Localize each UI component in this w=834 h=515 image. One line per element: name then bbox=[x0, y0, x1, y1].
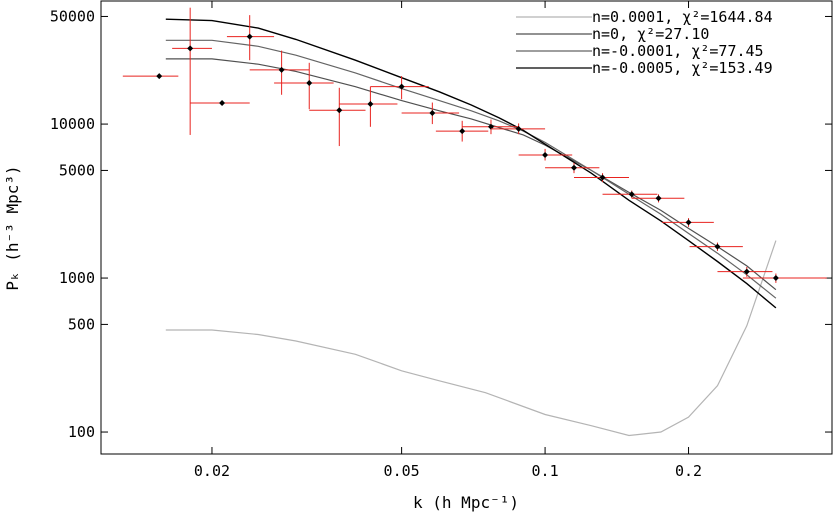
diamond-marker bbox=[487, 123, 494, 130]
diamond-marker bbox=[336, 107, 343, 114]
diamond-marker bbox=[278, 66, 285, 73]
data-point bbox=[662, 218, 714, 227]
x-tick-label: 0.2 bbox=[675, 462, 702, 480]
data-point bbox=[742, 273, 827, 283]
data-point bbox=[401, 102, 460, 125]
data-point bbox=[689, 242, 743, 251]
data-point bbox=[631, 194, 685, 203]
data-point bbox=[490, 123, 546, 135]
diamond-marker bbox=[571, 164, 578, 171]
y-tick-label: 5000 bbox=[59, 161, 95, 179]
diamond-marker bbox=[398, 83, 405, 90]
y-tick-label: 500 bbox=[68, 315, 95, 333]
legend-entry: n=0.0001, χ²=1644.84 bbox=[592, 8, 773, 26]
data-point bbox=[602, 190, 658, 199]
data-point bbox=[370, 76, 429, 100]
model-curves bbox=[165, 18, 777, 437]
x-tick-label: 0.05 bbox=[384, 462, 420, 480]
x-tick-label: 0.02 bbox=[194, 462, 230, 480]
diamond-marker bbox=[219, 100, 226, 107]
diamond-marker bbox=[542, 151, 549, 158]
legend-entry: n=0, χ²=27.10 bbox=[592, 25, 709, 43]
diamond-marker bbox=[685, 219, 692, 226]
model-curve-4 bbox=[165, 18, 777, 309]
diamond-marker bbox=[772, 275, 779, 282]
data-points bbox=[122, 7, 827, 283]
diamond-marker bbox=[743, 268, 750, 275]
model-curve-1 bbox=[165, 240, 777, 437]
data-point bbox=[717, 266, 773, 277]
data-point bbox=[190, 100, 250, 107]
y-tick-label: 1000 bbox=[59, 269, 95, 287]
data-point bbox=[309, 87, 366, 147]
data-point bbox=[122, 73, 179, 80]
data-point bbox=[226, 15, 275, 61]
data-point bbox=[574, 173, 629, 183]
model-curve-3 bbox=[165, 39, 777, 299]
diamond-marker bbox=[367, 101, 374, 108]
legend: n=0.0001, χ²=1644.84n=0, χ²=27.10n=-0.00… bbox=[516, 8, 773, 77]
data-point bbox=[172, 7, 212, 135]
diamond-marker bbox=[628, 191, 635, 198]
diamond-marker bbox=[246, 33, 253, 40]
data-point bbox=[339, 86, 398, 127]
y-tick-label: 50000 bbox=[50, 7, 95, 25]
data-point bbox=[545, 162, 600, 174]
model-curve-2 bbox=[165, 58, 777, 291]
data-point bbox=[462, 119, 519, 135]
axis-ticks: 0.02 0.05 0.1 0.2 50000 10000 5000 1000 500 100 bbox=[50, 1, 832, 480]
data-point bbox=[249, 50, 310, 95]
y-tick-label: 10000 bbox=[50, 115, 95, 133]
data-point bbox=[435, 120, 489, 142]
data-point bbox=[518, 148, 573, 161]
y-tick-label: 100 bbox=[68, 423, 95, 441]
diamond-marker bbox=[714, 243, 721, 250]
diamond-marker bbox=[599, 174, 606, 181]
diamond-marker bbox=[429, 110, 436, 117]
diamond-marker bbox=[306, 79, 313, 86]
diamond-marker bbox=[156, 73, 163, 80]
diamond-marker bbox=[515, 125, 522, 132]
x-tick-label: 0.1 bbox=[532, 462, 559, 480]
legend-entry: n=-0.0005, χ²=153.49 bbox=[592, 59, 773, 77]
y-axis-label: Pₖ (h⁻³ Mpc³) bbox=[3, 165, 22, 290]
data-point bbox=[274, 62, 334, 110]
plot-frame bbox=[100, 0, 833, 455]
diamond-marker bbox=[655, 195, 662, 202]
diamond-marker bbox=[187, 45, 194, 52]
x-axis-label: k (h Mpc⁻¹) bbox=[413, 493, 519, 512]
legend-entry: n=-0.0001, χ²=77.45 bbox=[592, 42, 764, 60]
diamond-marker bbox=[459, 128, 466, 135]
